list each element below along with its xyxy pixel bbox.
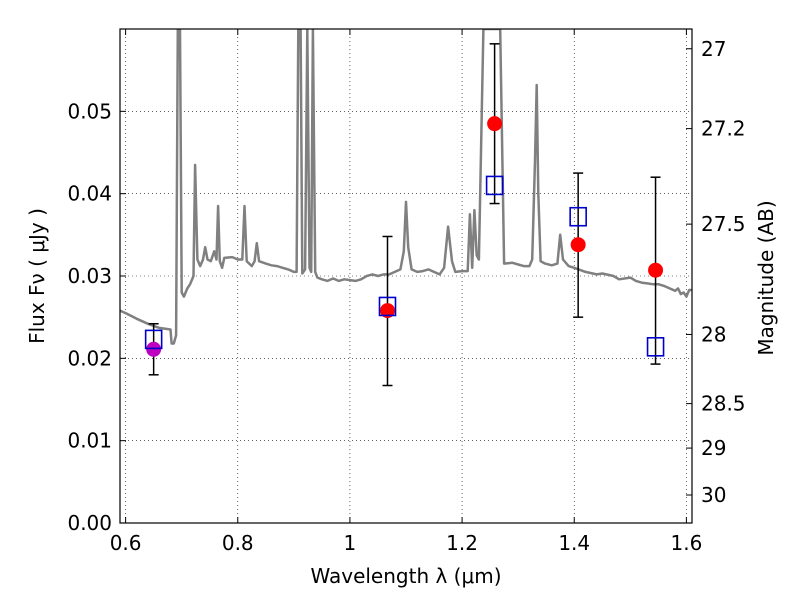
x-tick-label-2: 1 — [344, 531, 357, 555]
y-tick-label-0: 0.00 — [67, 511, 112, 535]
x-tick-label-0: 0.6 — [110, 531, 142, 555]
spectrum-layer — [120, 29, 692, 345]
observed-point-4 — [648, 262, 664, 278]
y-axis-label: Flux Fν ( μJy ) — [25, 208, 49, 344]
axis-ticks — [120, 29, 692, 524]
x-tick-label-1: 0.8 — [222, 531, 254, 555]
y-tick-label-5: 0.05 — [67, 99, 112, 123]
y-tick-label-4: 0.04 — [67, 182, 112, 206]
model-point-4 — [646, 337, 665, 357]
right-tick-label-6: 30 — [701, 483, 726, 507]
x-axis-label: Wavelength λ (μm) — [310, 564, 501, 588]
x-tick-label-3: 1.2 — [446, 531, 478, 555]
model-point-1 — [378, 296, 397, 317]
right-tick-label-1: 27.2 — [701, 117, 746, 141]
right-tick-label-0: 27 — [701, 37, 726, 61]
observed-point-0 — [146, 341, 162, 357]
y-tick-label-2: 0.02 — [67, 346, 112, 370]
observed-point-3 — [570, 237, 586, 253]
grid — [120, 29, 692, 524]
x-tick-label-5: 1.6 — [670, 531, 702, 555]
model-point-3 — [569, 206, 587, 227]
observed-points — [146, 116, 664, 357]
right-tick-label-4: 28.5 — [701, 392, 746, 416]
model-point-0 — [144, 329, 163, 350]
right-axis-label: Magnitude (AB) — [754, 200, 778, 355]
x-tick-label-4: 1.4 — [558, 531, 590, 555]
plot-frame — [119, 28, 693, 524]
model-points — [144, 175, 665, 357]
observed-point-2 — [487, 116, 503, 132]
right-tick-label-5: 29 — [701, 436, 726, 460]
right-tick-labels: 27 27.2 27.5 28 28.5 29 30 — [701, 37, 746, 507]
y-tick-label-1: 0.01 — [67, 429, 112, 453]
y-tick-labels: 0.00 0.01 0.02 0.03 0.04 0.05 — [67, 99, 112, 535]
y-tick-label-3: 0.03 — [67, 264, 112, 288]
x-tick-labels: 0.6 0.8 1 1.2 1.4 1.6 — [110, 531, 703, 555]
observed-point-1 — [379, 303, 395, 319]
spectrum-line — [120, 29, 692, 345]
right-tick-label-2: 27.5 — [701, 212, 746, 236]
right-tick-label-3: 28 — [701, 322, 726, 346]
model-point-2 — [485, 175, 504, 196]
